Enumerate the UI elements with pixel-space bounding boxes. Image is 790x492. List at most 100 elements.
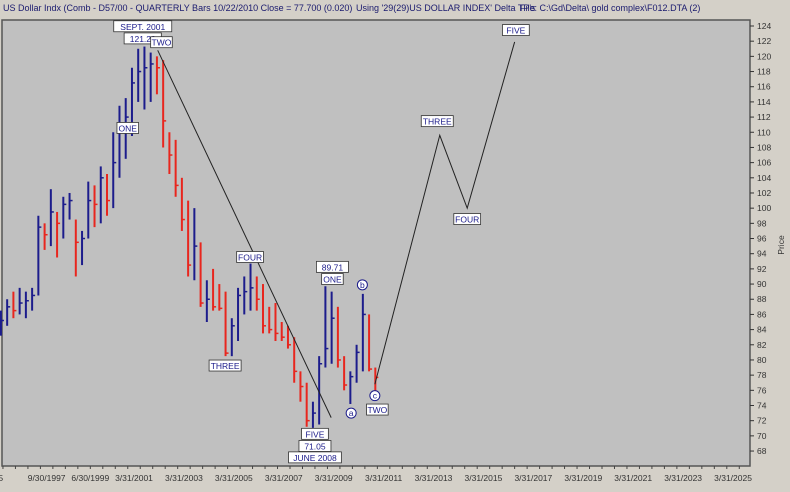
ohlc-bar	[237, 287, 242, 341]
trendline	[157, 50, 332, 418]
wave-label: 121.29	[130, 34, 156, 44]
wave-circle-marker	[369, 390, 381, 402]
y-tick-label: 106	[757, 158, 771, 168]
ohlc-bar	[155, 56, 160, 95]
x-tick-label: 3/31/2019	[564, 473, 602, 483]
ohlc-bar	[349, 371, 354, 404]
y-tick-label: 68	[757, 446, 767, 456]
annotation-box	[116, 122, 139, 134]
ohlc-bar	[87, 181, 92, 239]
header-symbol-info: US Dollar Indx (Comb - D57/00 - QUARTERL…	[3, 3, 353, 13]
x-tick-label: 3/31/2011	[365, 473, 402, 483]
y-tick-label: 118	[757, 67, 771, 77]
wave-label: FIVE	[506, 26, 525, 36]
y-tick-label: 98	[757, 218, 767, 228]
y-tick-label: 102	[757, 188, 771, 198]
ohlc-bar	[299, 371, 304, 402]
wave-label: THREE	[211, 361, 240, 371]
wave-circle-marker	[356, 279, 368, 291]
y-tick-label: 110	[757, 127, 771, 137]
ohlc-bar	[343, 356, 348, 391]
annotation-box	[321, 273, 344, 285]
y-tick-label: 100	[757, 203, 771, 213]
ohlc-bar	[368, 314, 373, 372]
ohlc-bar	[286, 325, 291, 349]
ohlc-bar	[280, 322, 285, 341]
ohlc-bar	[249, 263, 254, 311]
wave-label: c	[373, 391, 378, 401]
annotation-box	[366, 403, 389, 416]
ohlc-bar	[12, 291, 17, 319]
ohlc-bar	[168, 132, 173, 175]
ohlc-bar	[212, 268, 217, 311]
y-tick-label: 74	[757, 401, 767, 411]
y-tick-label: 86	[757, 309, 767, 319]
x-tick-label: 3/31/2009	[315, 473, 353, 483]
x-tick-label: 3/31/2025	[714, 473, 752, 483]
price-bars	[0, 46, 379, 428]
ohlc-bar	[106, 174, 111, 216]
ohlc-bar	[274, 303, 279, 341]
ohlc-bar	[199, 242, 204, 307]
ohlc-bar	[56, 211, 61, 258]
y-tick-label: 78	[757, 370, 767, 380]
ohlc-bar	[205, 280, 210, 323]
annotation-box	[208, 359, 242, 372]
ohlc-bar	[324, 286, 329, 368]
wave-label: FOUR	[455, 215, 479, 225]
ohlc-bar	[37, 215, 42, 296]
y-tick-label: 96	[757, 234, 767, 244]
ohlc-bar	[243, 276, 248, 315]
y-tick-label: 76	[757, 385, 767, 395]
x-tick-label: 3/31/2023	[664, 473, 702, 483]
wave-label: ONE	[119, 123, 138, 133]
y-tick-label: 90	[757, 279, 767, 289]
ohlc-bar	[268, 306, 273, 334]
ohlc-bar	[255, 276, 260, 311]
y-tick-label: 112	[757, 112, 771, 122]
ohlc-bar	[330, 291, 335, 364]
y-tick-label: 120	[757, 51, 771, 61]
x-tick-label: 6/30/1999	[71, 473, 109, 483]
ohlc-bar	[230, 318, 235, 357]
plot-area	[1, 19, 751, 467]
ohlc-bar	[143, 46, 148, 110]
y-tick-label: 70	[757, 431, 767, 441]
annotation-box	[301, 427, 329, 440]
x-tick-label: 3/31/2003	[165, 473, 203, 483]
ohlc-bar	[137, 48, 142, 102]
wave-circle-marker	[345, 407, 357, 419]
ohlc-bar	[293, 337, 298, 383]
ohlc-bar	[305, 382, 310, 427]
ohlc-bar	[0, 310, 4, 336]
annotation-box	[150, 36, 173, 49]
wave-label: ONE	[323, 275, 342, 285]
wave-label: SEPT. 2001	[120, 22, 165, 32]
wave-label: FOUR	[238, 252, 262, 262]
ohlc-bar	[112, 132, 117, 209]
y-axis-label: Price	[776, 235, 786, 255]
x-tick-label: 3/31/2015	[465, 473, 503, 483]
y-tick-label: 122	[757, 36, 771, 46]
ohlc-bar	[218, 284, 223, 311]
ohlc-bar	[74, 219, 79, 277]
ohlc-bar	[224, 291, 229, 357]
wave-label: b	[360, 280, 365, 290]
wave-projection-line	[374, 41, 516, 385]
annotation-box	[113, 20, 173, 33]
y-tick-label: 108	[757, 142, 771, 152]
ohlc-bar	[49, 189, 54, 247]
header-file-info: File: C:\Gd\Delta\ gold complex\F012.DTA…	[520, 3, 701, 13]
ohlc-bar	[6, 299, 11, 326]
header-using-info: Using '29(29)US DOLLAR INDEX' Delta TP's	[356, 3, 536, 13]
y-tick-label: 80	[757, 355, 767, 365]
ohlc-bar	[187, 200, 192, 277]
ohlc-bar	[149, 52, 154, 102]
wave-label: THREE	[423, 117, 452, 127]
annotation-box	[236, 251, 264, 263]
x-tick-label: 3/31/2007	[265, 473, 303, 483]
ohlc-bar	[43, 223, 48, 250]
annotation-box	[420, 115, 454, 128]
annotation-box	[288, 451, 342, 464]
